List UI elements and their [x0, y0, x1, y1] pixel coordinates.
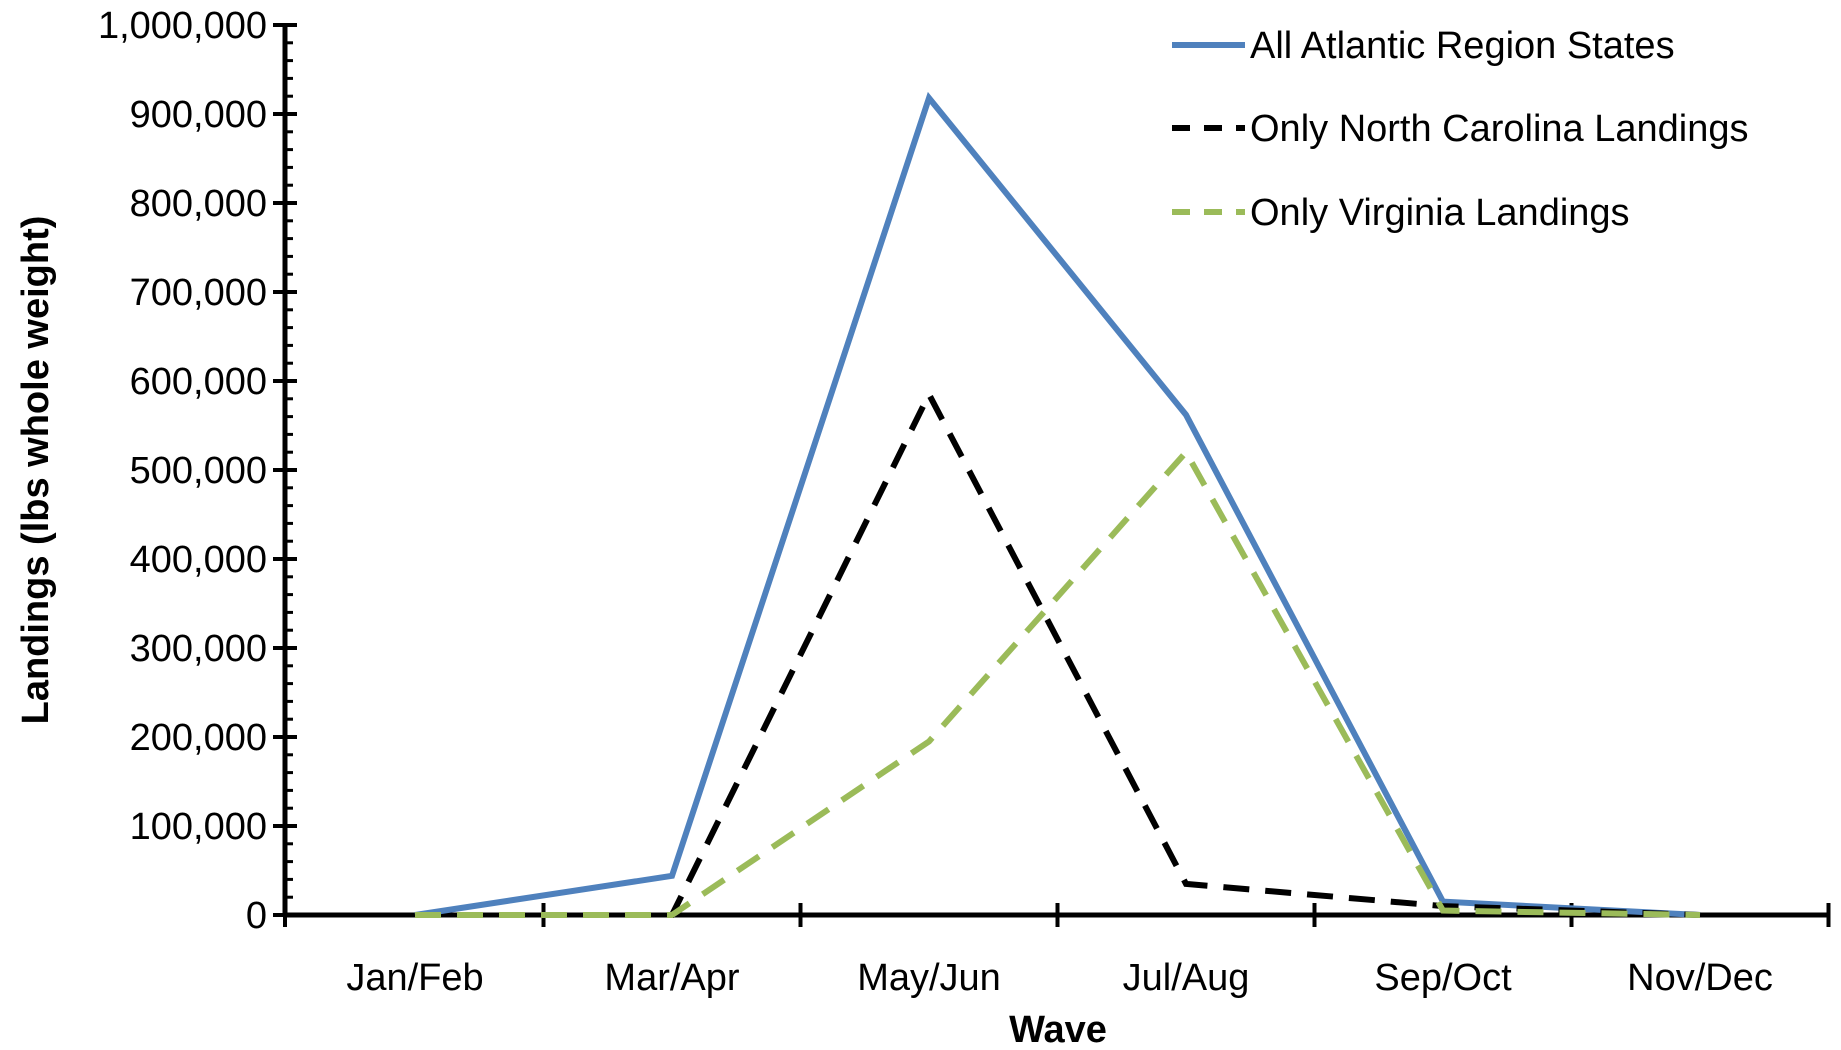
legend-label-3: Only Virginia Landings — [1250, 192, 1630, 234]
x-tick-label: Nov/Dec — [1627, 957, 1773, 999]
x-tick-label: Sep/Oct — [1374, 957, 1512, 999]
legend-label-2: Only North Carolina Landings — [1250, 108, 1749, 150]
y-tick-label: 100,000 — [130, 806, 267, 848]
series-line-2 — [415, 387, 1701, 918]
y-tick-label: 600,000 — [130, 361, 267, 403]
series-line-3 — [415, 447, 1701, 918]
y-tick-label: 700,000 — [130, 272, 267, 314]
y-tick-label: 1,000,000 — [98, 5, 267, 47]
y-tick-label: 200,000 — [130, 717, 267, 759]
x-tick-label: Jul/Aug — [1123, 957, 1250, 999]
series-line-1 — [414, 91, 1701, 918]
y-axis-title: Landings (lbs whole weight) — [15, 216, 57, 725]
x-axis-title: Wave — [1009, 1009, 1107, 1045]
axes-layer: 0 100,000 200,000 300,000 400,000 500,000 600,… — [98, 5, 1831, 999]
y-tick-label: 400,000 — [130, 539, 267, 581]
x-tick-label: May/Jun — [857, 957, 1001, 999]
y-tick-label: 800,000 — [130, 183, 267, 225]
y-tick-label: 0 — [246, 895, 267, 937]
series-layer — [414, 91, 1701, 918]
y-tick-label: 900,000 — [130, 94, 267, 136]
y-tick-label: 500,000 — [130, 450, 267, 492]
legend: All Atlantic Region States Only North Car… — [1172, 25, 1749, 234]
y-tick-label: 300,000 — [130, 628, 267, 670]
x-tick-label: Jan/Feb — [346, 957, 483, 999]
x-tick-label: Mar/Apr — [604, 957, 739, 999]
legend-label-1: All Atlantic Region States — [1250, 25, 1675, 67]
